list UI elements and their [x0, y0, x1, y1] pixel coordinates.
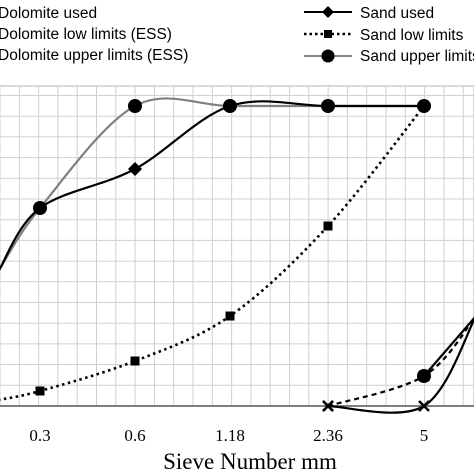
data-point-x: [322, 400, 334, 412]
legend-label-dolomite-used: Dolomite used: [0, 5, 97, 22]
x-tick-label: 0.3: [29, 426, 50, 445]
data-point-diamond: [33, 201, 47, 215]
plot-area: [0, 85, 474, 407]
data-point-square: [130, 356, 140, 366]
x-tick-label: 5: [420, 426, 429, 445]
series-sand-used: [0, 99, 431, 271]
data-point-circle: [128, 99, 142, 113]
data-point-square: [323, 221, 333, 231]
legend-label-sand-low: Sand low limits: [360, 27, 464, 44]
data-point-x: [418, 400, 430, 412]
data-point-square: [419, 101, 429, 111]
data-point-square: [225, 311, 235, 321]
data-point-square: [35, 386, 45, 396]
legend-swatch-sand-low: [304, 30, 352, 38]
grid: [0, 85, 474, 407]
data-point-diamond: [128, 162, 142, 176]
data-point-circle: [417, 369, 431, 383]
x-tick-labels: 0.3 0.6 1.18 2.36 5: [29, 426, 428, 445]
legend-label-sand-used: Sand used: [360, 5, 434, 22]
x-tick-label: 0.6: [124, 426, 145, 445]
legend-label-dolomite-upper: Dolomite upper limits (ESS): [0, 47, 188, 64]
legend-label-dolomite-low: Dolomite low limits (ESS): [0, 26, 172, 43]
series-dolomite-upper-limits-ess: [417, 316, 474, 383]
data-point-diamond: [321, 99, 335, 113]
data-point-diamond: [223, 99, 237, 113]
legend: Dolomite used Dolomite low limits (ESS) …: [0, 0, 474, 72]
legend-swatch-sand-upper: [304, 49, 352, 63]
legend-label-sand-upper: Sand upper limits: [360, 48, 474, 65]
x-axis-title: Sieve Number mm: [163, 449, 337, 474]
x-tick-label: 2.36: [313, 426, 343, 445]
series-group: [0, 97, 474, 414]
series-sand-low-limits: [0, 101, 429, 401]
legend-swatch-sand-used: [304, 6, 352, 18]
x-tick-label: 1.18: [215, 426, 245, 445]
